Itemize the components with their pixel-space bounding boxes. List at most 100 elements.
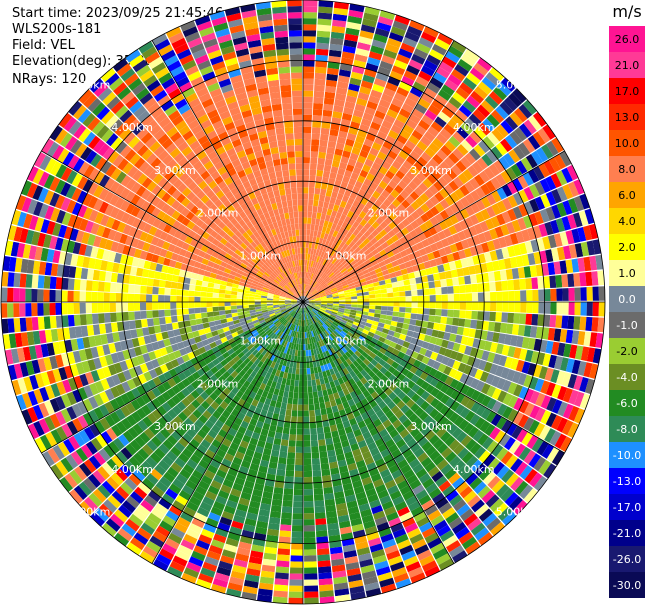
velocity-gate [235,358,244,367]
velocity-gate [395,327,403,334]
velocity-gate [454,259,463,269]
velocity-gate [361,476,373,486]
velocity-gate [200,567,216,578]
velocity-gate [387,292,394,298]
velocity-gate [340,414,349,423]
velocity-gate [361,255,369,263]
velocity-gate [417,295,424,302]
velocity-gate [280,291,287,295]
velocity-gate [82,179,94,193]
velocity-gate [225,263,233,271]
velocity-gate [237,341,245,349]
velocity-gate [221,458,232,468]
velocity-gate [217,490,230,500]
velocity-gate [339,257,346,264]
velocity-gate [289,567,303,574]
velocity-gate [153,246,162,256]
velocity-gate [378,237,386,245]
velocity-gate [319,264,324,271]
velocity-gate [214,434,225,444]
velocity-gate [386,310,394,316]
velocity-gate [237,351,245,359]
velocity-gate [333,244,339,252]
velocity-gate [247,562,262,571]
velocity-gate [304,290,307,297]
velocity-gate [127,302,135,312]
velocity-gate [303,476,313,484]
velocity-gate [327,140,337,149]
velocity-gate [370,359,379,367]
velocity-gate [392,20,408,31]
velocity-gate [523,201,534,215]
velocity-gate [292,361,297,369]
velocity-gate [392,495,405,506]
velocity-gate [428,315,436,323]
velocity-gate [258,465,268,474]
velocity-gate [510,163,523,178]
velocity-gate [441,56,457,69]
velocity-gate [591,317,599,332]
velocity-gate [370,273,378,280]
velocity-gate [263,552,277,561]
velocity-gate [388,179,398,189]
velocity-gate [525,154,538,169]
velocity-gate [435,390,445,401]
velocity-gate [98,201,109,214]
velocity-gate [332,230,339,238]
velocity-gate [189,319,197,326]
velocity-gate [224,418,234,428]
velocity-gate [477,232,487,244]
velocity-gate [315,314,321,320]
velocity-gate [354,341,362,348]
velocity-gate [364,158,374,168]
velocity-gate [409,20,425,32]
velocity-gate [435,338,443,347]
velocity-gate [85,441,98,455]
velocity-gate [252,488,263,497]
velocity-gate [265,281,272,286]
velocity-gate [360,226,368,235]
velocity-gate [278,316,285,321]
velocity-gate [248,304,255,308]
velocity-gate [188,296,195,302]
nrays-label: NRays: 120 [12,72,87,87]
velocity-gate [91,313,99,325]
velocity-gate [205,490,217,501]
velocity-gate [341,282,348,287]
velocity-gate [291,304,298,307]
velocity-gate [392,396,402,405]
velocity-gate [368,95,381,105]
velocity-gate [208,544,223,555]
velocity-gate [21,392,33,409]
velocity-gate [334,328,341,335]
velocity-gate [527,363,537,376]
velocity-gate [146,286,153,295]
velocity-gate [474,446,487,459]
velocity-gate [511,324,520,336]
velocity-gate [417,156,428,167]
velocity-gate [333,1,349,10]
velocity-gate [546,447,560,463]
velocity-gate [555,274,563,288]
velocity-gate [262,422,271,431]
velocity-gate [93,393,104,407]
velocity-gate [283,312,289,318]
velocity-gate [165,361,174,371]
velocity-gate [177,544,193,556]
velocity-gate [360,425,369,435]
velocity-gate [96,248,105,260]
velocity-gate [543,276,551,289]
velocity-gate [489,427,501,440]
velocity-gate [412,264,420,272]
velocity-gate [493,86,508,101]
velocity-gate [388,555,403,566]
velocity-gate [381,269,389,276]
velocity-gate [366,172,375,182]
velocity-gate [122,311,129,321]
velocity-gate [420,151,432,163]
velocity-gate [478,508,493,522]
velocity-gate [354,103,366,113]
velocity-gate [333,379,340,387]
velocity-gate [136,504,151,517]
velocity-gate [86,325,95,336]
